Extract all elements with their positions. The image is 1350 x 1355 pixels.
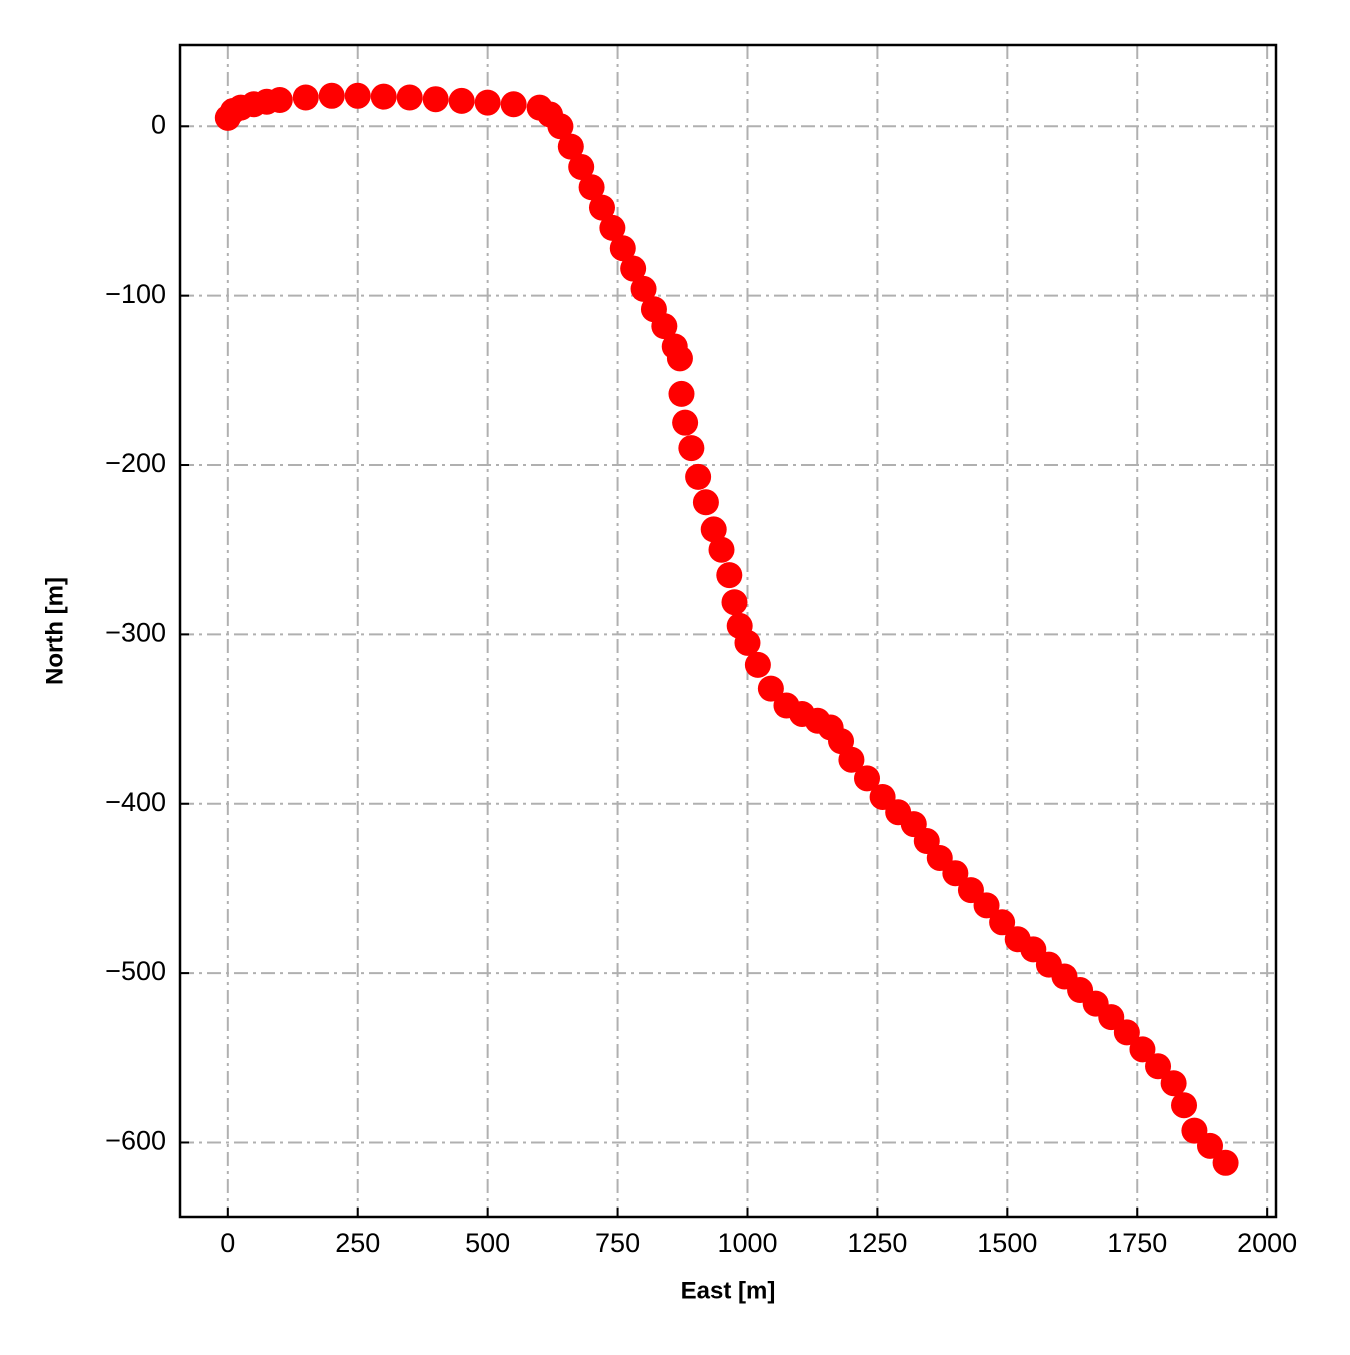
point — [651, 313, 678, 340]
x-tick-label: 1750 — [1107, 1228, 1167, 1258]
point — [678, 435, 705, 462]
point — [344, 82, 371, 109]
point — [744, 651, 771, 678]
point — [630, 275, 657, 302]
point — [266, 87, 293, 114]
point — [1129, 1036, 1156, 1063]
point — [854, 765, 881, 792]
x-axis-label: East [m] — [681, 1277, 776, 1304]
plot-frame — [178, 43, 1278, 1219]
point — [672, 409, 699, 436]
point — [685, 463, 712, 490]
point — [609, 235, 636, 262]
point — [474, 89, 501, 116]
point — [396, 84, 423, 111]
point — [734, 629, 761, 656]
y-tick-label: −200 — [105, 448, 166, 478]
point — [620, 255, 647, 282]
point — [578, 174, 605, 201]
y-tick-label: 0 — [151, 109, 166, 139]
x-tick-label: 0 — [220, 1228, 235, 1258]
point — [1113, 1019, 1140, 1046]
point — [547, 113, 574, 140]
point — [668, 380, 695, 407]
point — [588, 194, 615, 221]
point — [557, 133, 584, 160]
point — [973, 892, 1000, 919]
x-tick-label: 1250 — [847, 1228, 907, 1258]
point — [1160, 1070, 1187, 1097]
point — [666, 345, 693, 372]
x-tick-label: 1500 — [977, 1228, 1037, 1258]
point — [700, 516, 727, 543]
point — [448, 87, 475, 114]
x-tick-label: 500 — [465, 1228, 510, 1258]
point — [1145, 1053, 1172, 1080]
point — [989, 909, 1016, 936]
point — [568, 153, 595, 180]
y-tick-label: −500 — [105, 956, 166, 986]
y-tick-label: −300 — [105, 618, 166, 648]
point — [318, 82, 345, 109]
point — [1212, 1149, 1239, 1176]
point — [942, 860, 969, 887]
point — [370, 83, 397, 110]
point — [708, 536, 735, 563]
point — [838, 746, 865, 773]
point — [1171, 1092, 1198, 1119]
x-tick-label: 1000 — [717, 1228, 777, 1258]
y-axis-label: North [m] — [41, 577, 68, 685]
y-tick-label: −400 — [105, 787, 166, 817]
y-tick-label: −100 — [105, 279, 166, 309]
point — [721, 589, 748, 616]
x-tick-label: 2000 — [1237, 1228, 1297, 1258]
point — [422, 86, 449, 113]
point — [1197, 1132, 1224, 1159]
point — [500, 91, 527, 118]
x-tick-label: 750 — [595, 1228, 640, 1258]
point — [757, 675, 784, 702]
point — [692, 489, 719, 516]
point — [716, 562, 743, 589]
y-tick-label: −600 — [105, 1126, 166, 1156]
x-tick-label: 250 — [335, 1228, 380, 1258]
point — [292, 84, 319, 111]
point — [599, 214, 626, 241]
